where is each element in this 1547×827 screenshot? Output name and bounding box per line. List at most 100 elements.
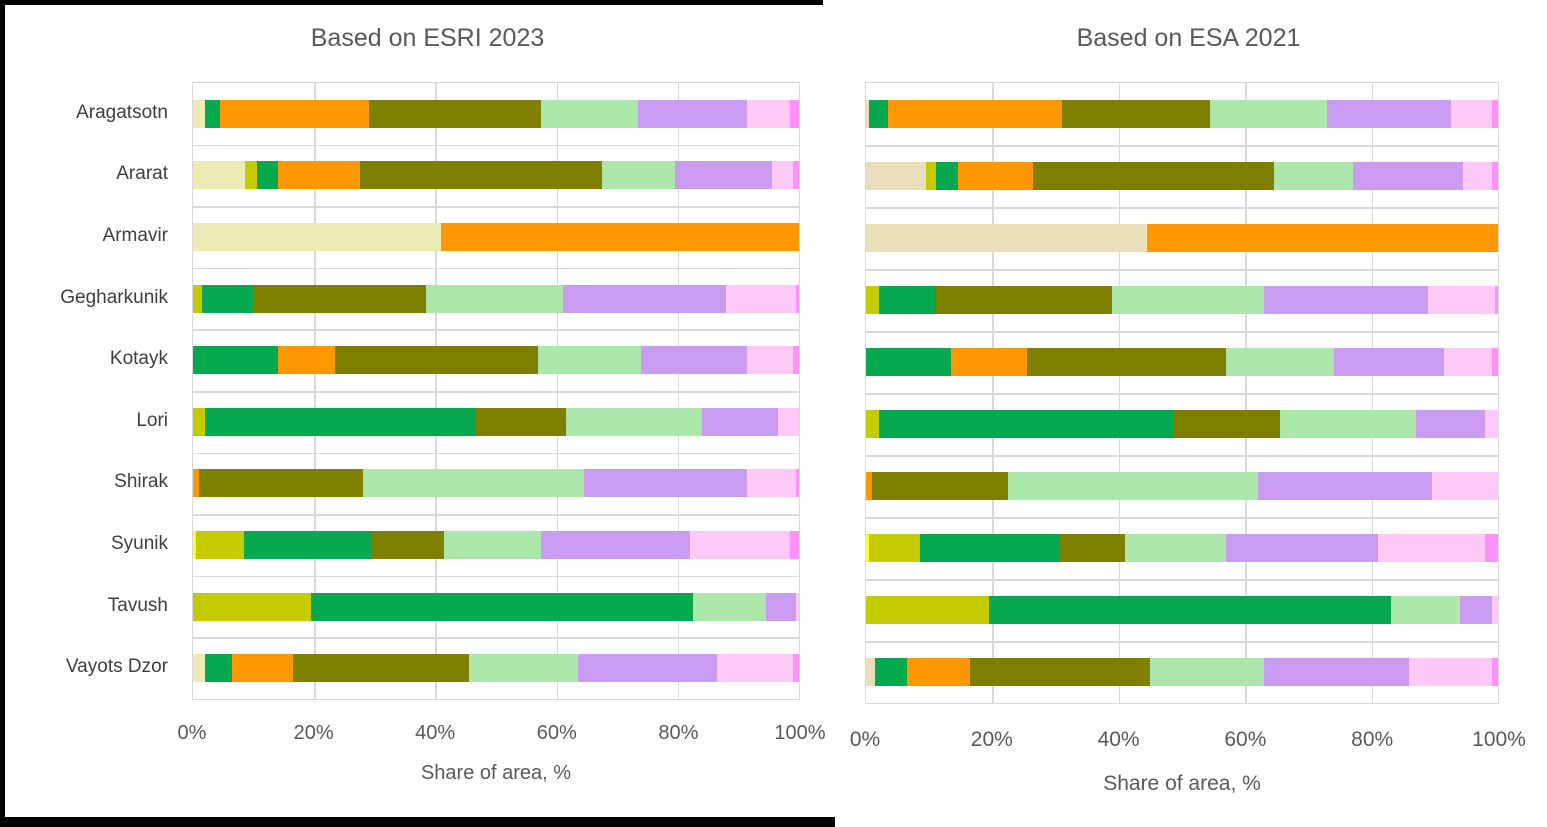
gridline-horizontal: [193, 514, 799, 516]
bar-segment-light_green: [602, 161, 675, 190]
bar-segment-pale_pink: [747, 346, 793, 375]
gridline-horizontal: [193, 452, 799, 455]
bar-segment-yellow: [193, 531, 197, 559]
gridline-horizontal: [866, 207, 1498, 209]
bar-segment-yellow_green: [244, 161, 257, 190]
bar-segment-olive: [872, 472, 1009, 500]
bar-segment-magenta: [795, 284, 799, 313]
bar-segment-yellow: [866, 534, 870, 562]
gridline-horizontal: [866, 579, 1498, 581]
bar-segment-pale_pink: [717, 654, 793, 683]
bar-segment-cream_esri: [193, 161, 245, 190]
bar-segment-purple: [1460, 596, 1492, 624]
bar-segment-purple: [1333, 348, 1445, 376]
bar-syunik: [193, 531, 799, 559]
bar-segment-purple: [1264, 286, 1429, 314]
bar-segment-cream_esri: [193, 654, 206, 683]
bar-segment-purple: [674, 161, 772, 190]
gridline-horizontal: [193, 267, 799, 270]
bar-segment-purple: [1226, 534, 1378, 562]
bar-vayots-dzor: [193, 654, 799, 683]
bar-segment-olive: [292, 654, 469, 683]
x-tick-label: 60%: [1224, 728, 1267, 751]
bar-segment-green: [205, 654, 233, 683]
bar-segment-light_green: [468, 654, 578, 683]
bar-kotayk: [866, 348, 1498, 376]
bar-segment-light_green: [1008, 472, 1258, 500]
bar-segment-purple: [702, 407, 778, 436]
x-axis-title: Share of area, %: [420, 762, 572, 784]
bar-segment-olive: [1061, 100, 1211, 128]
bar-segment-magenta: [792, 654, 799, 683]
bar-segment-olive: [253, 284, 427, 313]
bar-segment-light_green: [1125, 534, 1227, 562]
bar-gegharkunik: [866, 286, 1498, 314]
category-label: Gegharkunik: [60, 286, 168, 308]
left-panel-frame-top: [0, 0, 823, 5]
bar-segment-magenta: [1491, 348, 1498, 376]
bar-segment-magenta: [1494, 286, 1498, 314]
gridline-horizontal: [866, 331, 1498, 333]
bar-segment-olive: [1058, 534, 1126, 562]
bar-segment-purple: [541, 531, 690, 559]
bar-segment-light_green: [541, 99, 639, 128]
bar-segment-light_green: [565, 407, 702, 436]
bar-segment-yellow_green: [866, 286, 879, 314]
bar-segment-magenta: [1485, 534, 1498, 562]
bar-segment-olive: [1033, 162, 1274, 190]
bar-segment-orange: [951, 348, 1028, 376]
bar-segment-orange: [907, 658, 971, 686]
bar-segment-olive: [335, 346, 539, 375]
bar-segment-green: [256, 161, 278, 190]
category-label: Vayots Dzor: [65, 656, 168, 678]
bar-segment-light_green: [1210, 100, 1328, 128]
category-label: Tavush: [107, 594, 168, 616]
bar-segment-yellow_green: [196, 531, 245, 559]
x-tick-label: 0%: [849, 728, 881, 751]
bar-segment-green: [202, 284, 254, 313]
bar-segment-purple: [577, 654, 718, 683]
bar-segment-pale_pink: [1491, 596, 1498, 624]
bar-segment-light_green: [538, 346, 642, 375]
bar-segment-magenta: [1491, 162, 1498, 190]
bar-shirak: [866, 472, 1498, 500]
bar-segment-olive: [474, 407, 566, 436]
bar-segment-green: [878, 410, 1173, 438]
bar-segment-pale_pink: [1428, 286, 1495, 314]
bar-segment-pale_pink: [1431, 472, 1498, 500]
bar-segment-orange: [220, 99, 369, 128]
gridline-horizontal: [193, 144, 799, 147]
gridline-horizontal: [193, 206, 799, 208]
left-panel-frame-left: [0, 0, 5, 817]
bar-segment-orange: [277, 346, 336, 375]
bar-segment-light_green: [1226, 348, 1334, 376]
x-tick-label: 100%: [774, 722, 826, 744]
bar-segment-olive: [935, 286, 1113, 314]
bar-segment-cream_esri: [193, 223, 442, 251]
bar-segment-light_green: [1112, 286, 1265, 314]
bar-segment-magenta: [789, 99, 799, 128]
gridline-horizontal: [193, 391, 799, 393]
bar-segment-pale_pink: [1463, 162, 1492, 190]
gridline-horizontal: [866, 517, 1498, 519]
bar-aragatsotn: [193, 99, 799, 128]
x-tick-label: 20%: [293, 722, 334, 744]
bar-segment-purple: [765, 592, 796, 621]
bar-segment-light_green: [362, 469, 584, 498]
bar-segment-light_green: [692, 592, 766, 621]
bar-segment-orange: [193, 469, 200, 498]
bar-segment-pale_pink: [1444, 348, 1492, 376]
bar-segment-light_green: [1273, 162, 1353, 190]
category-label: Aragatsotn: [76, 101, 168, 123]
gridline-horizontal: [866, 641, 1498, 643]
bar-segment-green: [311, 592, 693, 621]
bar-segment-pale_pink: [689, 531, 790, 559]
bar-segment-yellow_green: [866, 596, 990, 624]
bar-segment-green: [935, 162, 958, 190]
bar-segment-pale_pink: [771, 161, 793, 190]
bar-aragatsotn: [866, 100, 1498, 128]
bar-segment-yellow_green: [193, 284, 203, 313]
bar-segment-yellow_green: [926, 162, 936, 190]
